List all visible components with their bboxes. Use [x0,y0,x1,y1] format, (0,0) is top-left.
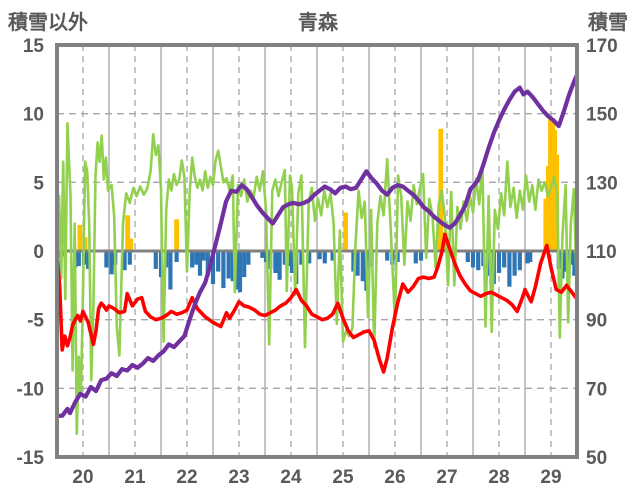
blue_bars-bar [322,251,327,264]
right-axis-tick-label: 110 [586,242,617,263]
blue_bars-bar [76,251,81,267]
right-axis-tick-label: 130 [586,173,618,194]
green_line [55,122,579,436]
blue_bars-bar [168,251,173,290]
left-axis-tick-label: -15 [17,448,45,469]
x-axis-tick-label: 25 [332,467,354,488]
blue_bars-bar [496,251,502,273]
blue_bars-bar [385,251,390,261]
right-axis-tick-label: 70 [586,379,607,400]
blue_bars-bar [174,251,179,262]
right-axis-tick-label: 50 [586,448,607,469]
blue_bars-bar [465,251,470,262]
blue_bars-bar [226,251,231,279]
blue_bars-bar [104,251,109,268]
chart-title: 青森 [298,12,338,34]
blue_bars-bar [210,251,216,284]
blue_bars-bar [289,251,295,273]
blue_bars-bar [127,251,132,265]
blue_bars-bar [470,251,476,268]
left-axis-tick-label: 15 [23,36,45,57]
blue_bars-bar [109,251,114,275]
x-axis-tick-label: 23 [228,467,249,488]
blue_bars-bar [351,251,356,272]
right-axis-tick-label: 150 [586,105,618,126]
blue_bars-bar [197,251,203,276]
blue_bars-bar [299,251,304,265]
blue_bars-bar [260,251,265,258]
blue_bars-bar [317,251,322,260]
blue_bars [55,251,577,293]
blue_bars-bar [572,251,577,276]
red_line [55,232,579,374]
blue_bars-bar [201,251,206,261]
blue_bars-bar [194,251,199,265]
blue_bars-bar [476,251,481,271]
right-axis-tick-label: 170 [586,36,618,57]
blue_bars-bar [486,251,491,276]
blue_bars-bar [517,251,522,271]
blue_bars-bar [507,251,512,287]
purple_line [54,73,580,418]
blue_bars-bar [153,251,158,269]
blue_bars-bar [86,251,91,269]
right-axis-title: 積雪 [588,12,628,34]
plot-border [55,43,579,459]
blue_bars-bar [512,251,517,276]
left-axis-tick-label: 5 [33,173,44,194]
blue_bars-bar [273,251,278,273]
blue_bars-bar [277,251,282,280]
left-axis-title: 積雪以外 [8,12,88,34]
left-axis-tick-label: 10 [23,105,44,126]
left-axis-tick-label: -10 [17,379,44,400]
blue_bars-bar [307,251,312,264]
blue_bars-bar [413,251,418,264]
blue_bars-bar [230,251,235,282]
x-axis-tick-label: 28 [488,467,509,488]
blue_bars-bar [282,251,287,265]
blue_bars-bar [237,251,243,293]
blue_bars-bar [242,251,247,278]
blue_bars-bar [221,251,226,289]
x-axis-tick-label: 29 [540,467,561,488]
x-axis-tick-label: 24 [280,467,302,488]
blue_bars-bar [205,251,210,276]
blue_bars-bar [360,251,365,282]
left-axis-tick-label: -5 [27,311,44,332]
blue_bars-bar [355,251,360,276]
blue_bars-bar [190,251,195,268]
orange_bars-bar [125,215,131,251]
blue_bars-bar [502,251,507,268]
blue_bars-bar [330,251,335,261]
x-axis-tick-label: 27 [436,467,457,488]
orange_bars-bar [82,237,88,251]
blue_bars-bar [528,251,533,262]
x-axis-tick-label: 20 [72,467,93,488]
x-axis-tick-label: 26 [384,467,405,488]
blue_bars-bar [246,251,251,265]
right-axis-tick-label: 90 [586,311,607,332]
blue_bars-bar [216,251,221,272]
orange_bars-bar [174,219,179,251]
blue_bars-bar [525,251,530,264]
blue_bars-bar [418,251,424,261]
x-axis-tick-label: 21 [124,467,146,488]
blue_bars-bar [122,251,127,271]
orange_bars-bar [128,238,134,251]
orange_bars-bar [343,212,348,251]
orange_bars-bar [543,198,549,251]
left-axis-tick-label: 0 [33,242,44,263]
orange_bars-bar [77,224,83,251]
x-axis-tick-label: 22 [176,467,197,488]
